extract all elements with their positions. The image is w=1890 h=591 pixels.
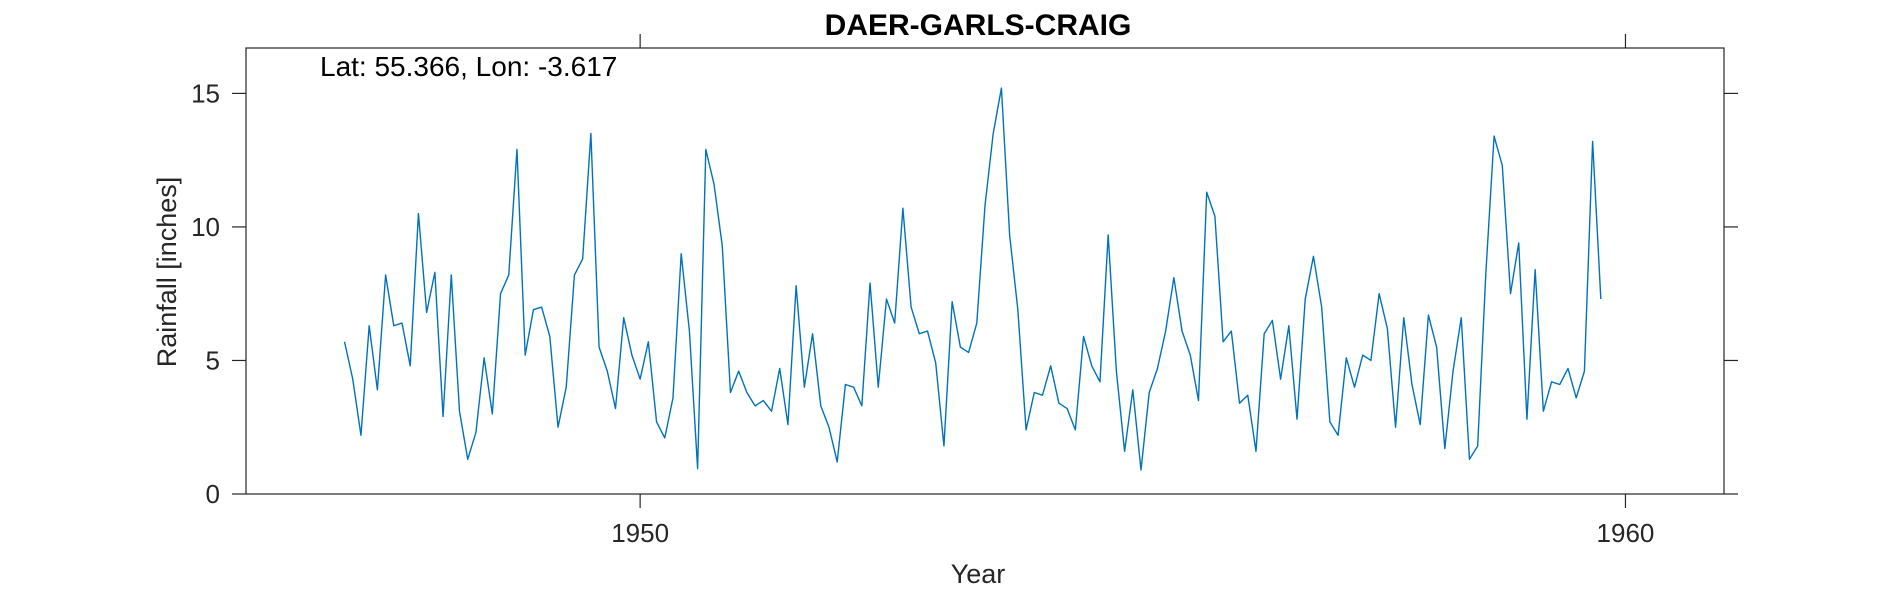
y-axis-label: Rainfall [inches] bbox=[152, 177, 182, 368]
axis-tick-labels: 0 5 10 15 1950 1960 bbox=[191, 78, 1654, 548]
y-tick-label: 15 bbox=[191, 78, 220, 108]
axis-ticks bbox=[232, 34, 1738, 508]
x-tick-label: 1950 bbox=[611, 518, 669, 548]
location-annotation: Lat: 55.366, Lon: -3.617 bbox=[320, 51, 617, 82]
y-tick-label: 0 bbox=[206, 479, 220, 509]
chart-title: DAER-GARLS-CRAIG bbox=[825, 9, 1132, 42]
x-tick-label: 1960 bbox=[1597, 518, 1655, 548]
y-tick-label: 5 bbox=[206, 345, 220, 375]
x-axis-label: Year bbox=[951, 559, 1006, 589]
y-tick-label: 10 bbox=[191, 212, 220, 242]
plot-box bbox=[245, 47, 1725, 495]
rainfall-series-line bbox=[343, 87, 1602, 471]
